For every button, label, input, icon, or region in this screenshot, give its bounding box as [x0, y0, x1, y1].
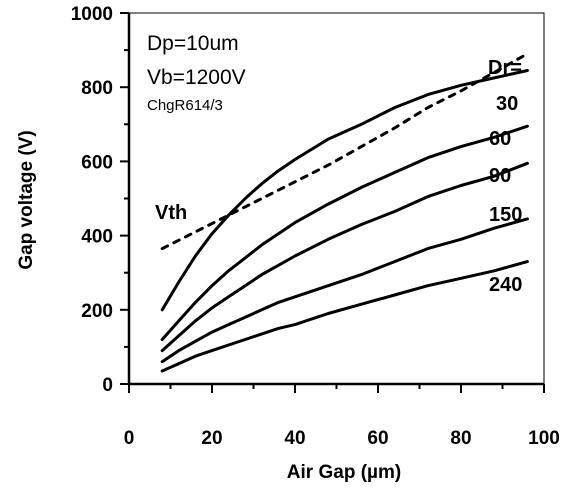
annotation-dp: Dp=10um — [147, 32, 239, 55]
axes: 0 200 400 600 800 1000 0 20 40 60 80 100 — [71, 4, 560, 449]
y-tick-label: 200 — [81, 301, 113, 322]
series-line-150 — [160, 217, 529, 364]
x-tick-label: 20 — [201, 428, 222, 449]
series-label-240: 240 — [489, 274, 522, 296]
series-label-90: 90 — [489, 165, 511, 187]
y-tick-label: 400 — [81, 227, 113, 248]
series-layer — [160, 52, 529, 373]
series-line-60 — [160, 124, 529, 341]
labels-layer: 30 60 90 150 240 Vth — [155, 93, 522, 296]
series-label-30: 30 — [496, 93, 518, 115]
y-tick-label: 800 — [81, 78, 113, 99]
annotation-dr-header: Dr= — [488, 57, 522, 79]
series-label-150: 150 — [489, 204, 522, 226]
series-label-vth: Vth — [155, 202, 187, 224]
y-tick-label: 600 — [81, 152, 113, 173]
y-tick-label: 1000 — [71, 4, 113, 25]
x-tick-label: 60 — [367, 428, 388, 449]
annotation-chg: ChgR614/3 — [147, 97, 223, 114]
series-line-90 — [160, 161, 529, 353]
annotation-vb: Vb=1200V — [147, 66, 246, 89]
x-axis-title: Air Gap (µm) — [287, 462, 401, 483]
series-line-240 — [160, 260, 529, 373]
x-tick-label: 100 — [528, 428, 560, 449]
x-tick-label: 40 — [284, 428, 305, 449]
series-line-vth — [160, 52, 529, 251]
series-line-30 — [160, 69, 529, 312]
x-tick-label: 80 — [450, 428, 471, 449]
y-tick-label: 0 — [102, 375, 113, 396]
x-tick-label: 0 — [124, 428, 135, 449]
series-label-60: 60 — [489, 128, 511, 150]
y-axis-title: Gap voltage (V) — [16, 130, 37, 269]
